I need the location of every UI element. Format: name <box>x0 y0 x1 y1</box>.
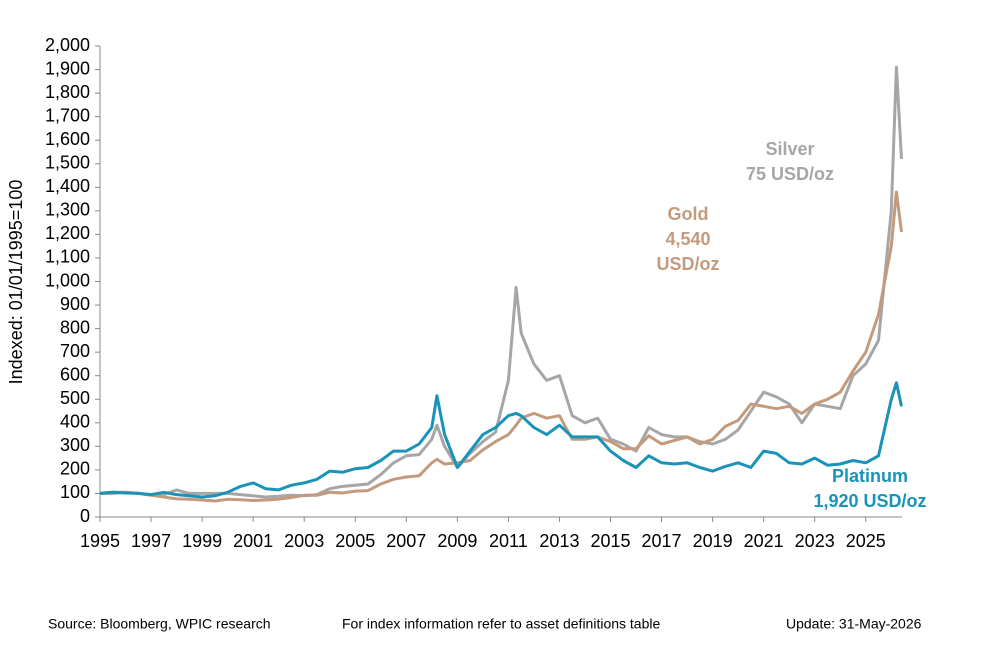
x-tick-label: 1997 <box>131 531 171 551</box>
series-line <box>99 381 903 499</box>
y-tick-label: 1,100 <box>45 247 90 267</box>
y-tick-label: 500 <box>60 388 90 408</box>
x-tick-label: 2023 <box>795 531 835 551</box>
x-tick-label: 2025 <box>846 531 886 551</box>
series-name: Platinum <box>832 466 908 486</box>
x-tick-label: 2011 <box>489 531 528 551</box>
x-tick-label: 2009 <box>437 531 477 551</box>
x-tick-label: 2001 <box>233 531 273 551</box>
x-tick-label: 2015 <box>590 531 630 551</box>
x-tick-label: 1995 <box>80 531 120 551</box>
y-tick-label: 1,600 <box>45 129 90 149</box>
note: For index information refer to asset def… <box>342 616 660 632</box>
y-tick-label: 600 <box>60 364 90 384</box>
y-tick-label: 400 <box>60 412 90 432</box>
x-tick-label: 1999 <box>182 531 222 551</box>
source: Source: Bloomberg, WPIC research <box>48 616 271 632</box>
series-annotation: 1,920 USD/oz <box>813 491 926 511</box>
x-tick-label: 2017 <box>642 531 682 551</box>
x-tick-label: 2003 <box>284 531 324 551</box>
y-tick-label: 0 <box>80 506 90 526</box>
y-tick-label: 1,900 <box>45 58 90 78</box>
series-annotation: USD/oz <box>657 254 720 274</box>
x-tick-label: 2007 <box>386 531 426 551</box>
series-name: Gold <box>668 204 709 224</box>
y-tick-label: 200 <box>60 459 90 479</box>
y-tick-label: 1,300 <box>45 200 90 220</box>
y-tick-label: 1,400 <box>45 176 90 196</box>
series-annotation: 4,540 <box>665 229 710 249</box>
y-tick-label: 1,200 <box>45 223 90 243</box>
y-tick-label: 100 <box>60 482 90 502</box>
update: Update: 31-May-2026 <box>786 616 922 632</box>
x-tick-label: 2005 <box>335 531 375 551</box>
y-tick-label: 1,000 <box>45 270 90 290</box>
series-annotation: 75 USD/oz <box>746 164 834 184</box>
series-name: Silver <box>765 139 814 159</box>
x-tick-label: 2013 <box>539 531 579 551</box>
y-tick-label: 1,700 <box>45 105 90 125</box>
y-tick-label: 700 <box>60 341 90 361</box>
y-tick-label: 300 <box>60 435 90 455</box>
y-tick-label: 800 <box>60 317 90 337</box>
y-tick-label: 1,500 <box>45 153 90 173</box>
x-tick-label: 2019 <box>693 531 733 551</box>
y-tick-label: 2,000 <box>45 35 90 55</box>
y-tick-label: 1,800 <box>45 82 90 102</box>
series-line <box>100 190 903 503</box>
y-axis-label: Indexed: 01/01/1995=100 <box>6 180 26 385</box>
x-tick-label: 2021 <box>744 531 784 551</box>
y-tick-label: 900 <box>60 294 90 314</box>
series-line <box>99 65 903 499</box>
